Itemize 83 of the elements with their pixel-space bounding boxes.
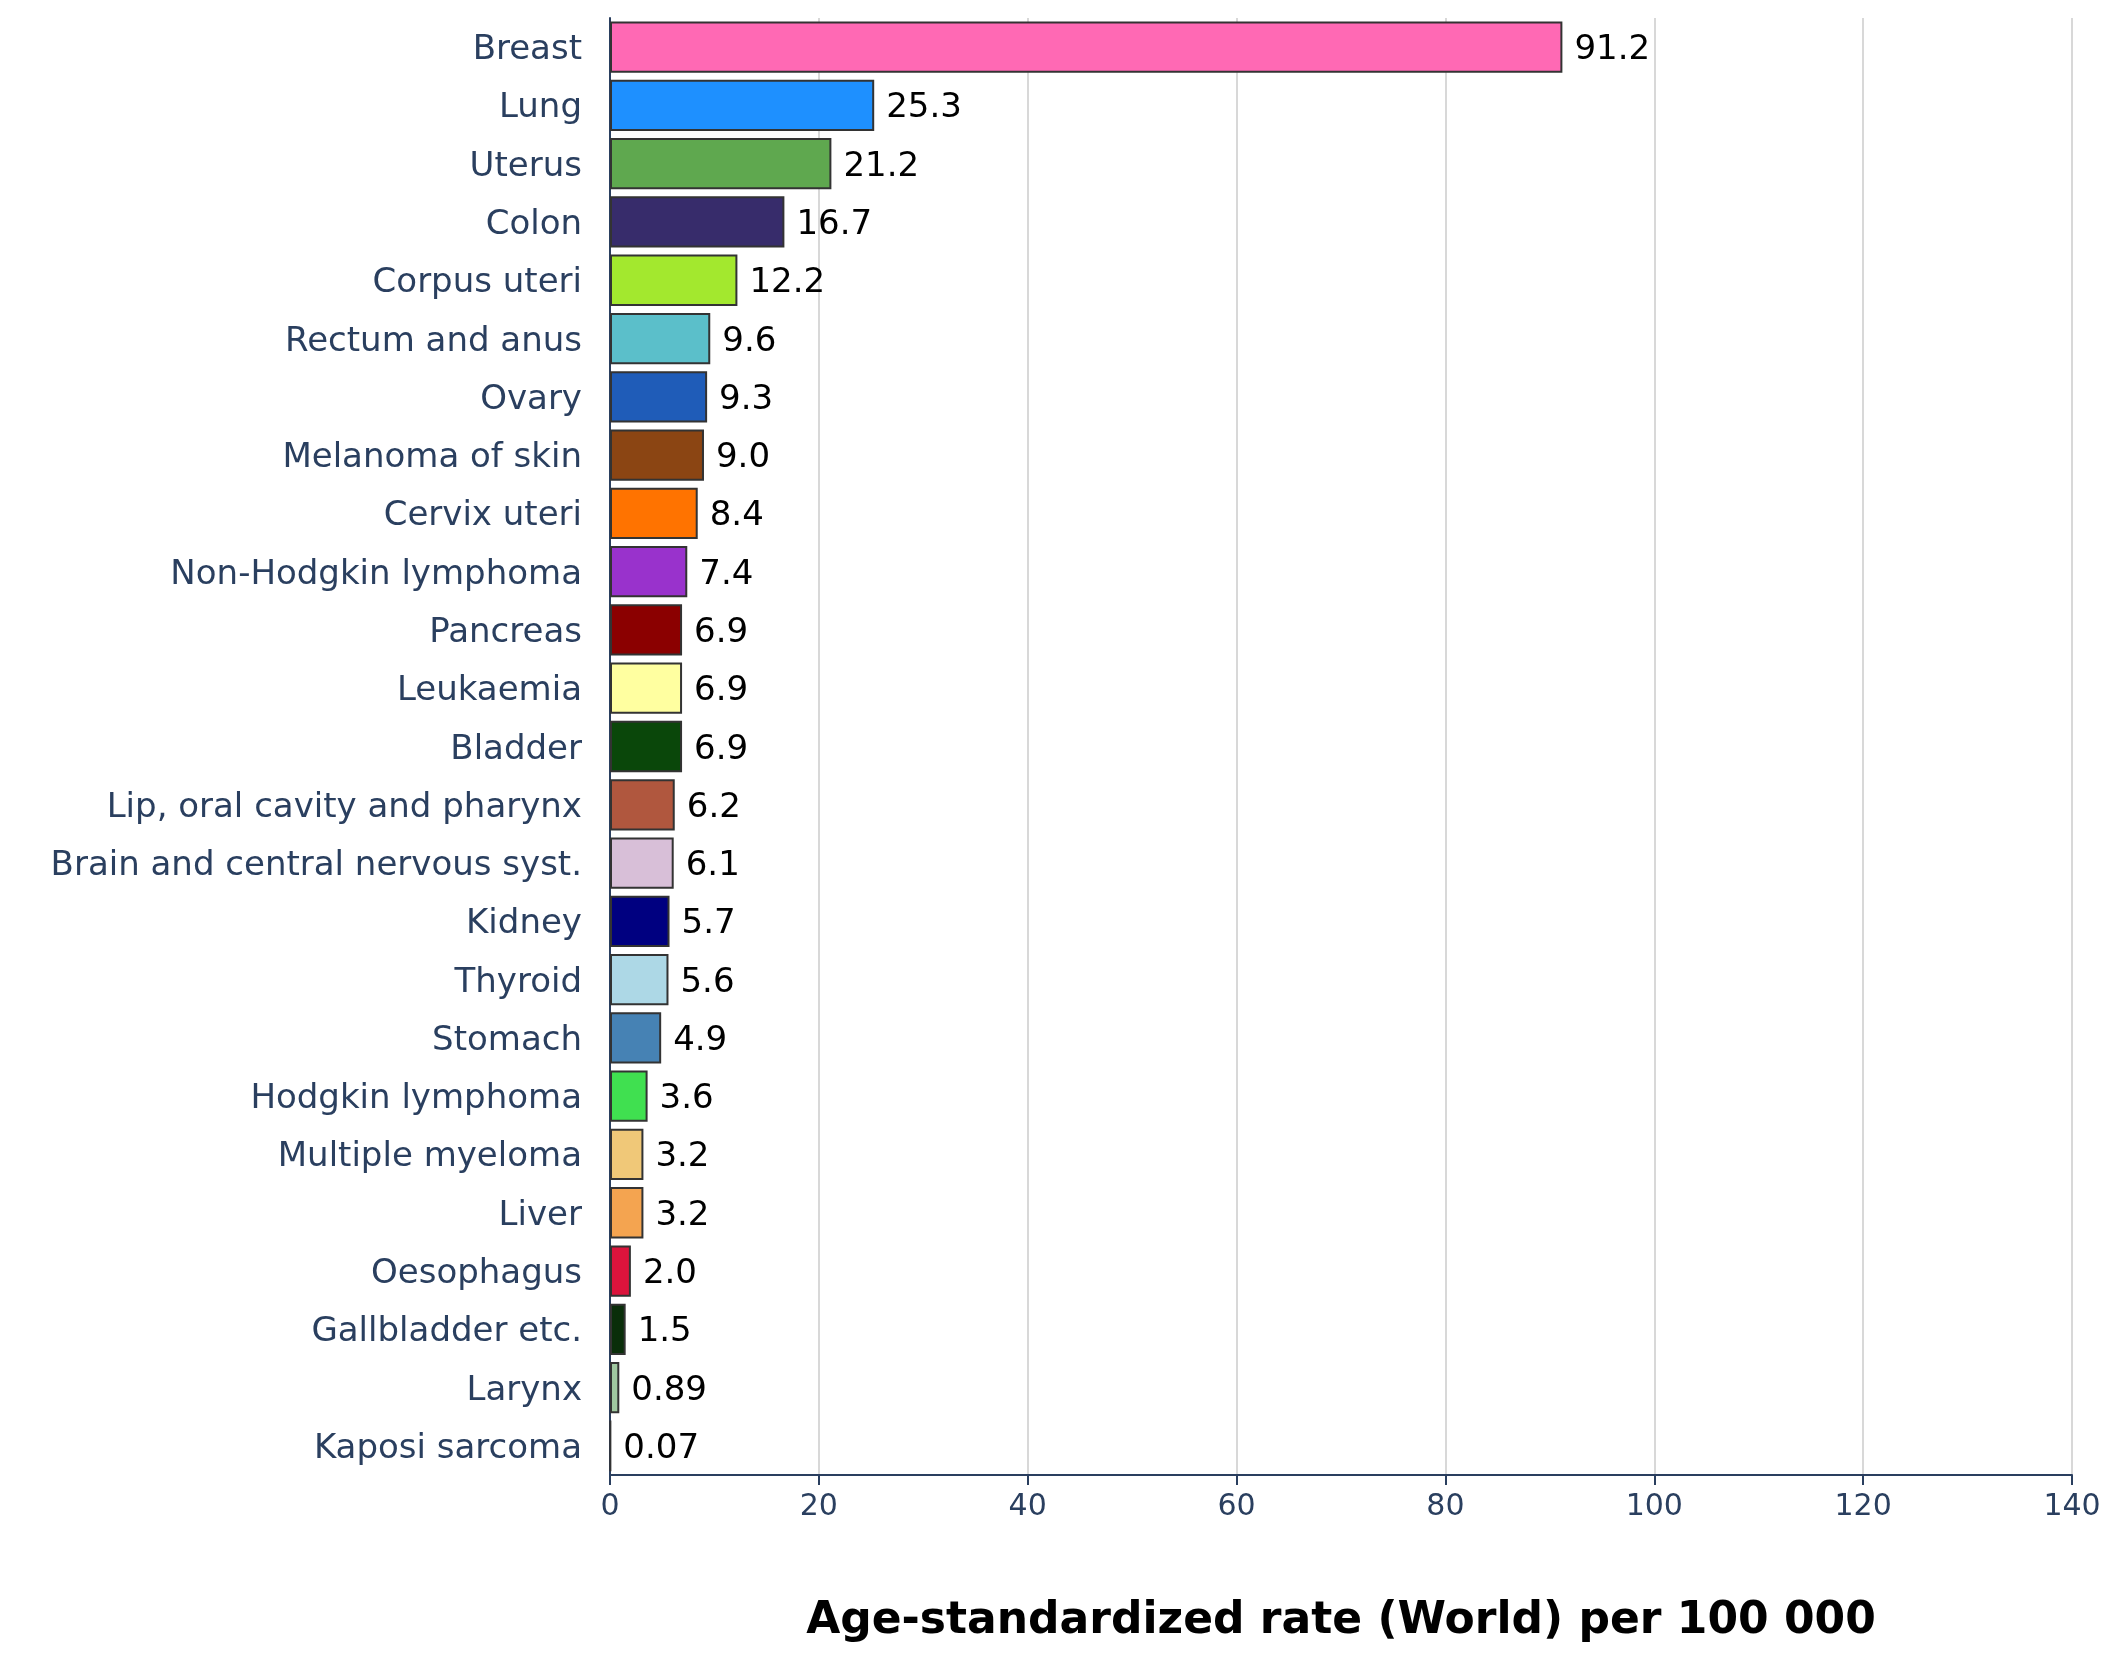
- bar: [610, 604, 683, 656]
- bar: [610, 196, 785, 248]
- x-tick-label: 20: [799, 1486, 838, 1522]
- y-tick-label: Melanoma of skin: [282, 435, 582, 476]
- bar: [610, 1128, 644, 1181]
- bar: [610, 1303, 626, 1355]
- bar: [610, 1012, 662, 1064]
- y-tick-label: Cervix uteri: [383, 493, 582, 534]
- x-tick-label: 60: [1217, 1486, 1256, 1522]
- data-label: 3.6: [659, 1076, 714, 1117]
- bar: [610, 1070, 648, 1122]
- bar: [610, 1187, 644, 1239]
- y-tick-label: Hodgkin lymphoma: [250, 1076, 582, 1117]
- y-tick-label: Kaposi sarcoma: [313, 1425, 582, 1466]
- data-label: 9.6: [722, 318, 777, 359]
- data-label: 4.9: [673, 1017, 728, 1058]
- bar: [610, 138, 832, 190]
- y-tick-label: Stomach: [432, 1017, 582, 1058]
- data-label: 5.7: [681, 901, 736, 942]
- bar: [610, 1361, 620, 1414]
- data-label: 6.9: [694, 668, 749, 709]
- y-tick-label: Lung: [498, 85, 582, 126]
- bar: [610, 79, 875, 132]
- x-tick-label: 140: [2043, 1486, 2101, 1522]
- data-label: 5.6: [680, 959, 735, 1000]
- bar: [610, 720, 683, 773]
- data-label: 9.3: [719, 376, 774, 417]
- bar: [610, 371, 708, 423]
- data-label: 6.2: [686, 784, 741, 825]
- y-tick-label: Non-Hodgkin lymphoma: [170, 551, 582, 592]
- y-tick-label: Multiple myeloma: [277, 1134, 582, 1175]
- data-label: 0.07: [623, 1425, 700, 1466]
- bar: [610, 779, 675, 831]
- y-tick-label: Leukaemia: [396, 668, 582, 709]
- y-tick-label: Oesophagus: [370, 1251, 582, 1292]
- bar: [610, 662, 683, 714]
- data-label: 6.9: [694, 726, 749, 767]
- data-label: 21.2: [843, 143, 920, 184]
- bar: [610, 429, 704, 481]
- y-tick-label: Uterus: [469, 143, 582, 184]
- bar: [610, 546, 688, 598]
- data-label: 3.2: [655, 1134, 710, 1175]
- bar: [610, 895, 670, 947]
- data-label: 9.0: [715, 435, 771, 476]
- data-label: 1.5: [637, 1309, 692, 1350]
- bar: [610, 487, 698, 540]
- x-tick-label: 120: [1834, 1486, 1892, 1522]
- data-label: 3.2: [655, 1192, 710, 1233]
- data-label: 6.1: [685, 843, 740, 884]
- y-tick-label: Liver: [498, 1192, 583, 1233]
- bar: [610, 953, 669, 1006]
- y-tick-label: Pancreas: [429, 609, 582, 650]
- y-tick-label: Colon: [485, 201, 582, 242]
- data-label: 7.4: [699, 551, 754, 592]
- x-axis-title: Age-standardized rate (World) per 100 000: [806, 1591, 1876, 1643]
- y-tick-label: Ovary: [480, 376, 582, 417]
- y-tick-label: Brain and central nervous syst.: [50, 843, 582, 884]
- data-label: 0.89: [631, 1367, 707, 1408]
- bar: [610, 312, 711, 365]
- y-tick-label: Larynx: [466, 1367, 582, 1408]
- y-tick-label: Corpus uteri: [372, 260, 582, 301]
- bar: [610, 1245, 631, 1297]
- data-label: 91.2: [1574, 27, 1651, 68]
- bar: [610, 21, 1563, 73]
- bar: [610, 254, 738, 306]
- y-tick-label: Breast: [472, 27, 582, 68]
- bar: [610, 837, 674, 889]
- data-label: 16.7: [796, 201, 873, 242]
- data-label: 8.4: [709, 493, 764, 534]
- y-tick-label: Gallbladder etc.: [311, 1309, 582, 1350]
- data-label: 25.3: [886, 85, 962, 126]
- x-tick-label: 100: [1625, 1486, 1683, 1522]
- data-label: 12.2: [749, 260, 826, 301]
- y-tick-label: Thyroid: [453, 959, 582, 1000]
- data-label: 6.9: [694, 609, 749, 650]
- data-label: 2.0: [642, 1251, 697, 1292]
- y-tick-label: Rectum and anus: [285, 318, 582, 359]
- y-tick-label: Kidney: [466, 901, 582, 942]
- x-tick-label: 40: [1008, 1486, 1047, 1522]
- y-tick-label: Lip, oral cavity and pharynx: [106, 784, 582, 825]
- x-tick-label: 0: [600, 1486, 620, 1522]
- y-tick-label: Bladder: [450, 726, 583, 767]
- x-tick-label: 80: [1426, 1486, 1465, 1522]
